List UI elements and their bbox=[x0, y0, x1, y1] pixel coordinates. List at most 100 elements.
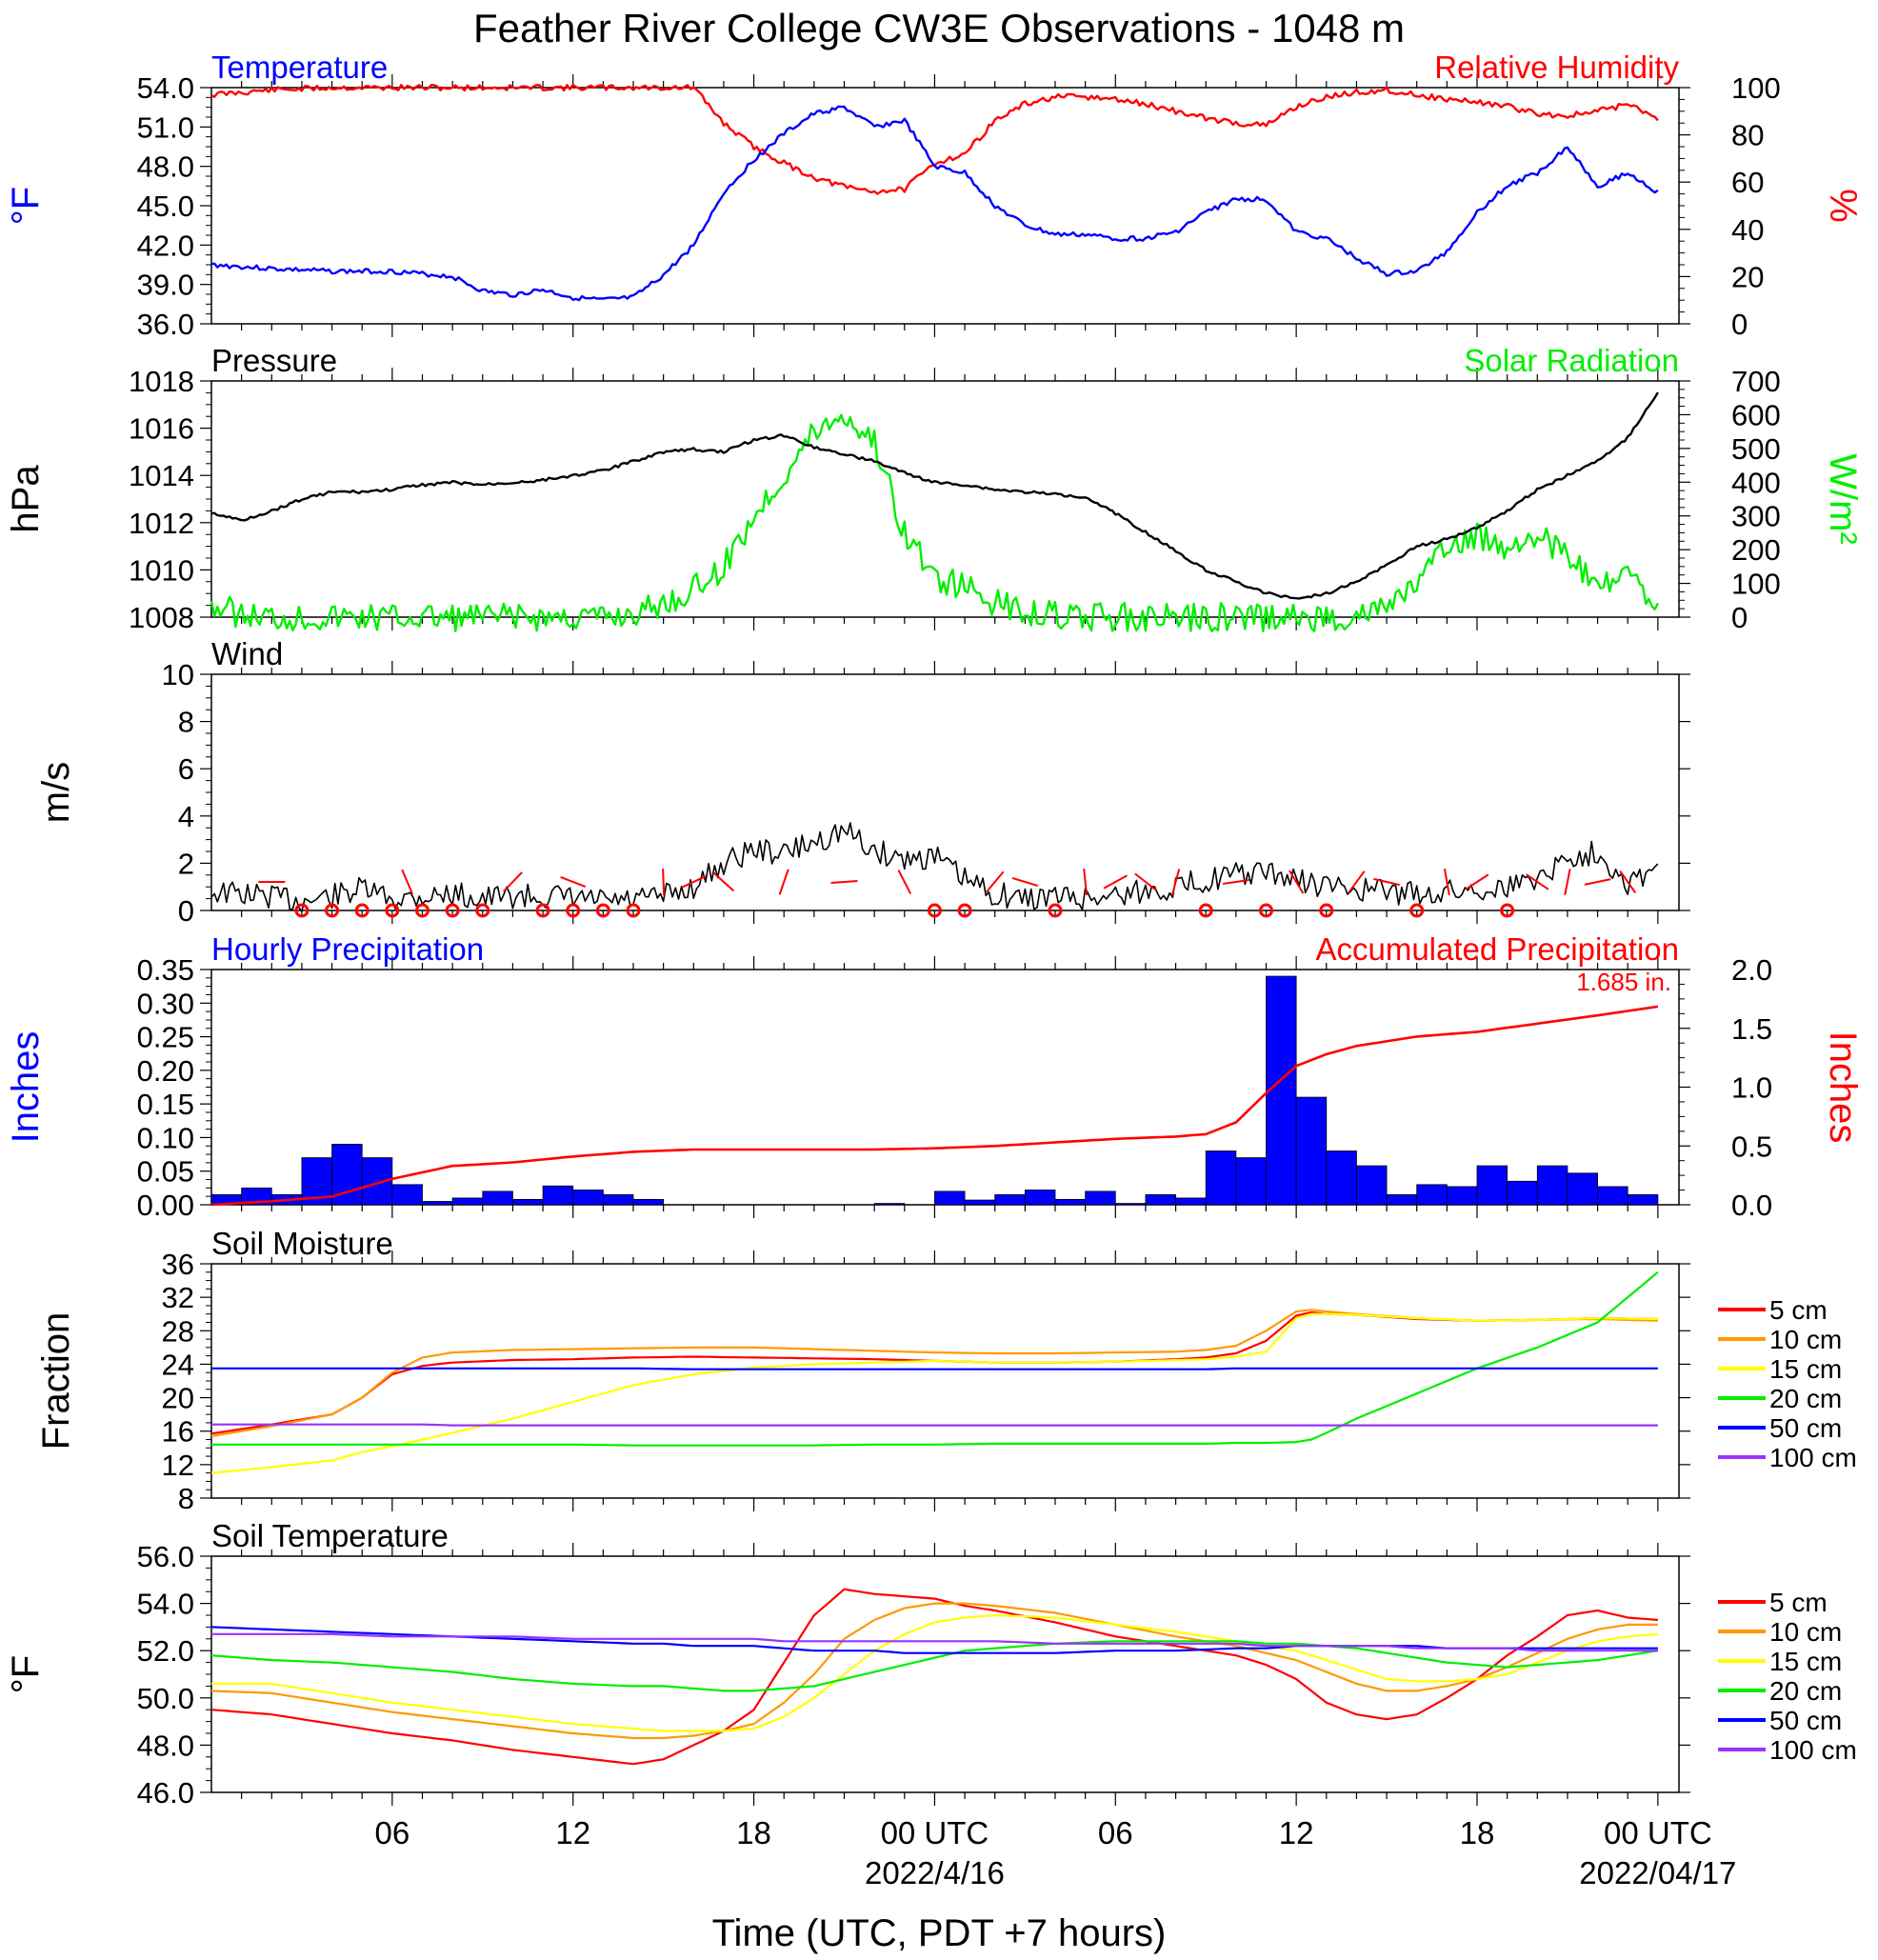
y-left-label: 52.0 bbox=[137, 1634, 194, 1668]
calm-wind-marker bbox=[1319, 903, 1334, 918]
legend-label: 15 cm bbox=[1769, 1354, 1842, 1384]
figure-title: Feather River College CW3E Observations … bbox=[473, 6, 1405, 50]
panel-pressure-solar: 1008 1010 1012 1014 1016 1018 0100200300400500… bbox=[5, 343, 1864, 634]
y-left-label: 36.0 bbox=[137, 308, 194, 341]
y-left-label: 1014 bbox=[129, 459, 194, 492]
calm-wind-marker bbox=[957, 903, 972, 918]
y-right-label: 300 bbox=[1731, 500, 1781, 533]
y-axis-title-left: m/s bbox=[35, 762, 77, 823]
x-axis-labels: 06 12 18 00 UTC 2022/4/16 06 12 18 00 UTC 2022/04… bbox=[374, 1815, 1736, 1890]
series-soil-temperature-0 bbox=[210, 1588, 1658, 1766]
y-left-label: 0.20 bbox=[137, 1054, 194, 1088]
y-axis-title-right: % bbox=[1822, 189, 1864, 223]
y-right-label: 1.0 bbox=[1731, 1071, 1772, 1105]
precip-bar bbox=[1567, 1172, 1598, 1206]
x-axis-title: Time (UTC, PDT +7 hours) bbox=[712, 1912, 1167, 1954]
legend-label: 20 cm bbox=[1769, 1676, 1842, 1706]
series-soil-temperature-1 bbox=[210, 1602, 1658, 1740]
series-soil-moisture-0 bbox=[210, 1310, 1658, 1435]
precip-bar bbox=[512, 1198, 544, 1206]
legend-label: 50 cm bbox=[1769, 1706, 1842, 1735]
wind-barb bbox=[1348, 870, 1366, 893]
y-right-label: 60 bbox=[1731, 166, 1764, 199]
panel-title: Wind bbox=[211, 636, 283, 671]
x-tick-label: 06 bbox=[374, 1815, 410, 1850]
y-axis-title-left: °F bbox=[5, 1655, 47, 1693]
wind-barb bbox=[1373, 877, 1400, 887]
calm-wind-marker bbox=[1198, 903, 1213, 918]
panel-title: Soil Temperature bbox=[211, 1518, 449, 1553]
precip-bar bbox=[934, 1190, 966, 1206]
precip-bar bbox=[1627, 1194, 1659, 1206]
y-right-label: 1.5 bbox=[1731, 1012, 1772, 1046]
precip-bar bbox=[873, 1203, 906, 1206]
wind-barb bbox=[681, 875, 707, 889]
calm-wind-marker bbox=[626, 903, 641, 918]
y-left-label: 0.35 bbox=[137, 953, 194, 987]
y-right-label: 2.0 bbox=[1731, 953, 1772, 987]
y-right-label: 0 bbox=[1731, 601, 1748, 634]
legend-label: 100 cm bbox=[1769, 1735, 1857, 1765]
accumulated-total-label: 1.685 in. bbox=[1576, 968, 1671, 996]
series-soil-moisture-4 bbox=[211, 1367, 1658, 1370]
y-right-label: 0.0 bbox=[1731, 1189, 1772, 1222]
y-left-label: 0.10 bbox=[137, 1121, 194, 1154]
x-tick-label: 12 bbox=[555, 1815, 590, 1850]
panel-title-left: Pressure bbox=[211, 343, 337, 378]
precip-bar bbox=[1114, 1203, 1147, 1206]
y-right-label: 100 bbox=[1731, 71, 1781, 105]
precip-bar bbox=[1024, 1190, 1056, 1206]
series-accumulated-precipitation bbox=[210, 1005, 1659, 1207]
y-left-label: 8 bbox=[178, 706, 194, 739]
y-axis-title-right: W/m² bbox=[1822, 453, 1864, 545]
panel-wind: 0 2 4 6 8 10 Wind m/s bbox=[35, 636, 1690, 928]
y-left-label: 20 bbox=[162, 1382, 194, 1415]
calm-wind-marker bbox=[927, 903, 942, 918]
y-left-label: 16 bbox=[162, 1415, 194, 1449]
precip-bar bbox=[1536, 1165, 1568, 1206]
y-left-label: 45.0 bbox=[137, 190, 194, 223]
calm-wind-marker bbox=[1409, 903, 1425, 918]
calm-wind-marker bbox=[1048, 903, 1063, 918]
precip-bar bbox=[482, 1190, 513, 1206]
panel-title-left: Temperature bbox=[211, 50, 388, 85]
precip-bar bbox=[1507, 1180, 1538, 1206]
calm-wind-marker bbox=[566, 903, 581, 918]
precip-bar bbox=[1386, 1194, 1418, 1206]
panel-title-left: Hourly Precipitation bbox=[211, 931, 484, 967]
legend-label: 15 cm bbox=[1769, 1647, 1842, 1676]
y-left-label: 0.00 bbox=[137, 1189, 194, 1222]
y-left-label: 1016 bbox=[129, 412, 194, 446]
calm-wind-marker bbox=[294, 903, 310, 918]
wind-barb bbox=[662, 868, 666, 896]
legend-label: 20 cm bbox=[1769, 1384, 1842, 1413]
panel-temperature-humidity: 36.0 39.0 42.0 45.0 48.0 51.0 54.0 0 20 40 60 80 100… bbox=[5, 50, 1864, 341]
calm-wind-marker bbox=[535, 903, 550, 918]
plot-frame bbox=[210, 380, 1680, 618]
y-left-label: 28 bbox=[162, 1314, 194, 1348]
y-left-label: 0.05 bbox=[137, 1155, 194, 1189]
wind-barb bbox=[1584, 878, 1611, 886]
calm-wind-marker bbox=[325, 903, 340, 918]
wind-barb bbox=[1170, 869, 1181, 895]
series-solar-radiation bbox=[210, 413, 1659, 632]
precip-bar bbox=[451, 1197, 484, 1206]
y-right-label: 600 bbox=[1731, 398, 1781, 431]
calm-wind-marker bbox=[1500, 903, 1515, 918]
legend-label: 50 cm bbox=[1769, 1413, 1842, 1443]
y-left-label: 0.15 bbox=[137, 1088, 194, 1121]
wind-barb bbox=[1011, 876, 1039, 888]
y-left-label: 10 bbox=[162, 658, 194, 691]
wind-barb bbox=[778, 869, 789, 895]
wind-barb bbox=[401, 869, 414, 895]
plot-frame bbox=[210, 1263, 1680, 1499]
precip-bar bbox=[1476, 1165, 1508, 1206]
y-left-label: 46.0 bbox=[137, 1776, 194, 1810]
x-tick-label: 18 bbox=[1460, 1815, 1495, 1850]
y-left-label: 48.0 bbox=[137, 1729, 194, 1762]
wind-barb bbox=[897, 870, 912, 894]
x-tick-label: 18 bbox=[736, 1815, 771, 1850]
plot-frame bbox=[210, 1555, 1680, 1793]
y-left-label: 54.0 bbox=[137, 71, 194, 105]
